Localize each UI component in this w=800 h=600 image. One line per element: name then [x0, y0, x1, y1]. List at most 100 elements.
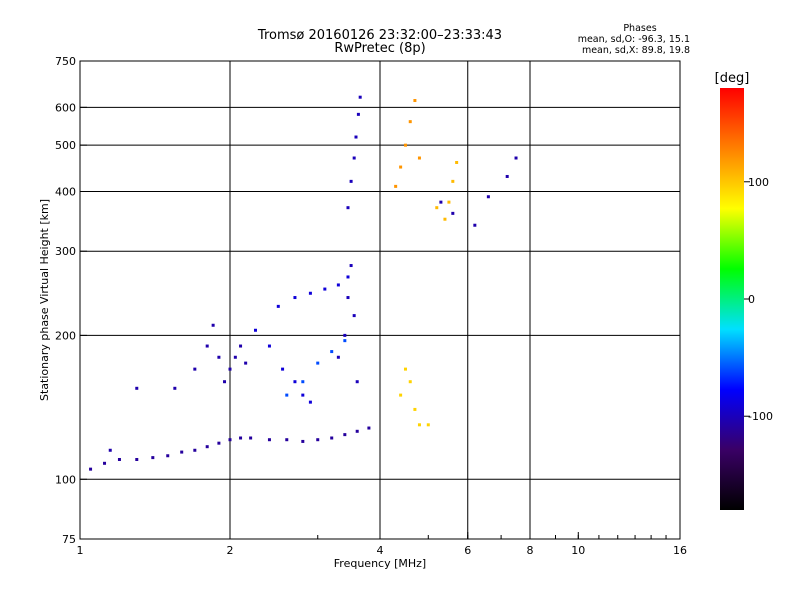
y-tick-label: 500 — [55, 139, 76, 152]
data-point — [301, 393, 305, 397]
data-point — [403, 367, 407, 371]
colorbar-tick-label: 0 — [748, 293, 755, 306]
data-point — [417, 423, 421, 427]
data-point — [413, 407, 417, 411]
data-point — [399, 393, 403, 397]
stats-header: Phases — [623, 23, 656, 34]
data-point — [151, 456, 155, 460]
x-tick-label: 4 — [377, 544, 384, 557]
data-point — [301, 380, 305, 384]
data-point — [285, 393, 289, 397]
colorbar-tick-label: 100 — [748, 176, 769, 189]
data-point — [301, 439, 305, 443]
data-point — [249, 436, 253, 440]
data-point — [205, 445, 209, 449]
data-point — [346, 206, 350, 210]
data-point — [336, 283, 340, 287]
chart-title: Tromsø 20160126 23:32:00–23:33:43 — [257, 28, 502, 43]
data-point — [193, 448, 197, 452]
data-points — [89, 95, 518, 471]
x-tick-label: 1 — [77, 544, 84, 557]
data-point — [399, 165, 403, 169]
data-point — [135, 457, 139, 461]
data-point — [473, 223, 477, 227]
y-tick-label: 750 — [55, 55, 76, 68]
data-point — [367, 426, 371, 430]
data-point — [417, 156, 421, 160]
data-point — [205, 344, 209, 348]
stats-o-mode: mean, sd,O: -96.3, 15.1 — [578, 34, 690, 45]
axis-ticks: 1 2 4 6 8 10 16 75 100 200 300 400 500 600 750 — [55, 55, 687, 557]
data-point — [443, 217, 447, 221]
data-point — [349, 264, 353, 268]
data-point — [135, 386, 139, 390]
data-point — [330, 350, 334, 354]
data-point — [316, 361, 320, 365]
data-point — [354, 135, 358, 139]
data-point — [293, 380, 297, 384]
data-point — [486, 195, 490, 199]
data-point — [253, 328, 257, 332]
data-point — [356, 112, 360, 116]
data-point — [173, 386, 177, 390]
y-tick-label: 100 — [55, 473, 76, 486]
data-point — [316, 438, 320, 442]
y-tick-label: 400 — [55, 185, 76, 198]
data-point — [276, 304, 280, 308]
data-point — [228, 367, 232, 371]
data-point — [308, 400, 312, 404]
data-point — [89, 467, 93, 471]
data-point — [166, 454, 170, 458]
colorbar — [720, 88, 744, 510]
data-point — [193, 367, 197, 371]
data-point — [343, 333, 347, 337]
data-point — [267, 438, 271, 442]
data-point — [355, 429, 359, 433]
data-point — [323, 287, 327, 291]
data-point — [285, 438, 289, 442]
y-tick-label: 600 — [55, 101, 76, 114]
data-point — [505, 174, 509, 178]
data-point — [451, 179, 455, 183]
y-tick-label: 75 — [62, 533, 76, 546]
colorbar-tick-label: -100 — [748, 410, 773, 423]
data-point — [403, 143, 407, 147]
data-point — [346, 275, 350, 279]
x-tick-label: 2 — [227, 544, 234, 557]
y-tick-label: 300 — [55, 245, 76, 258]
data-point — [117, 457, 121, 461]
data-point — [343, 339, 347, 343]
data-point — [355, 380, 359, 384]
data-point — [514, 156, 518, 160]
data-point — [239, 436, 243, 440]
data-point — [228, 438, 232, 442]
data-point — [217, 355, 221, 359]
data-point — [358, 95, 362, 99]
data-point — [336, 355, 340, 359]
data-point — [349, 179, 353, 183]
data-point — [346, 296, 350, 300]
data-point — [281, 367, 285, 371]
data-point — [426, 423, 430, 427]
data-point — [435, 206, 439, 210]
data-point — [330, 436, 334, 440]
data-point — [223, 380, 227, 384]
data-point — [108, 448, 112, 452]
y-axis-label: Stationary phase Virtual Height [km] — [38, 199, 51, 401]
x-tick-label: 10 — [571, 544, 585, 557]
data-point — [439, 200, 443, 204]
x-tick-label: 6 — [464, 544, 471, 557]
data-point — [408, 120, 412, 124]
data-point — [394, 184, 398, 188]
y-tick-label: 200 — [55, 329, 76, 342]
data-point — [451, 211, 455, 215]
colorbar-ticks: 100 0 -100 — [744, 176, 773, 423]
data-point — [455, 160, 459, 164]
data-point — [343, 433, 347, 437]
grid-lines — [79, 61, 681, 539]
x-tick-label: 16 — [673, 544, 687, 557]
data-point — [211, 323, 215, 327]
chart-subtitle: RwPretec (8p) — [334, 41, 425, 56]
x-tick-label: 8 — [527, 544, 534, 557]
